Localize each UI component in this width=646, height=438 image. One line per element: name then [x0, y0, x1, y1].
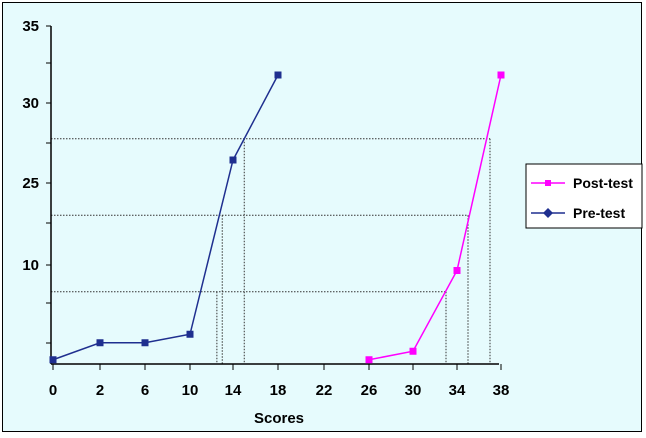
- legend-box: [525, 163, 643, 229]
- legend-label-pre-test: Pre-test: [573, 205, 625, 221]
- chart: 35 30 25 10 0 2 6 10 14 18 22 26 30 34 38 Scores P…: [22, 18, 643, 427]
- data-point-pre-test: [186, 330, 194, 338]
- data-point-pre-test: [274, 71, 282, 79]
- data-point-pre-test: [229, 156, 237, 164]
- x-ticks: 0 2 6 10 14 18 22 26 30 34 38: [49, 364, 510, 399]
- legend-marker-pre-test: [543, 208, 553, 218]
- x-tick-label: 34: [449, 382, 466, 399]
- x-tick-label: 38: [493, 382, 510, 399]
- data-point-post-test: [365, 356, 373, 364]
- legend-label-post-test: Post-test: [573, 175, 633, 191]
- y-tick-label: 25: [22, 175, 39, 192]
- x-tick-label: 22: [316, 382, 333, 399]
- series-line-pre-test: [52, 74, 279, 361]
- y-tick-label: 10: [22, 257, 39, 274]
- x-tick-label: 6: [141, 382, 149, 399]
- y-tick-label: 30: [22, 95, 39, 112]
- x-tick-label: 30: [405, 382, 422, 399]
- data-point-pre-test: [49, 356, 57, 364]
- x-tick-label: 0: [49, 382, 57, 399]
- x-tick-label: 2: [96, 382, 104, 399]
- chart-frame: 35 30 25 10 0 2 6 10 14 18 22 26 30 34 38 Scores P…: [2, 2, 643, 432]
- y-ticks: 35 30 25 10: [22, 18, 51, 344]
- data-point-pre-test: [96, 339, 104, 347]
- series-line-post-test: [368, 74, 502, 361]
- y-tick-label: 35: [22, 18, 39, 35]
- series-layer: [49, 71, 505, 364]
- legend: Post-test Pre-test: [525, 163, 643, 229]
- x-axis-title: Scores: [254, 410, 304, 427]
- x-tick-label: 26: [361, 382, 378, 399]
- data-point-pre-test: [141, 339, 149, 347]
- data-point-post-test: [453, 267, 461, 274]
- x-tick-label: 14: [225, 382, 242, 399]
- legend-marker-post-test: [545, 180, 551, 186]
- x-tick-label: 10: [182, 382, 199, 399]
- data-point-post-test: [497, 71, 505, 79]
- axes: [50, 26, 499, 365]
- x-tick-label: 18: [270, 382, 287, 399]
- data-point-post-test: [409, 347, 417, 355]
- reference-lines: [51, 138, 491, 364]
